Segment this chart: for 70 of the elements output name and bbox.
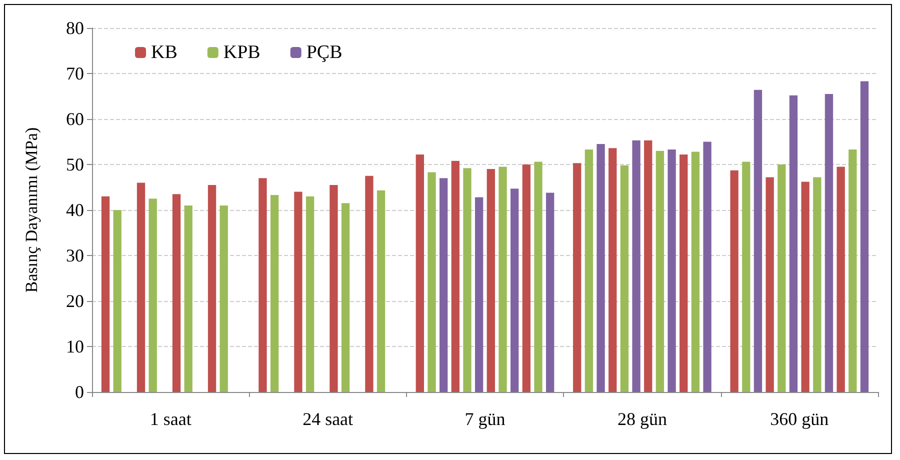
- bar: [148, 198, 157, 392]
- legend-label: PÇB: [306, 42, 342, 63]
- bar: [813, 177, 822, 392]
- y-tick-label: 70: [66, 64, 84, 84]
- bar: [644, 140, 652, 392]
- bar: [365, 176, 374, 392]
- bar: [113, 210, 122, 392]
- bar: [730, 170, 738, 392]
- bar: [824, 94, 834, 392]
- bar: [703, 142, 712, 392]
- bar: [184, 205, 192, 392]
- y-tick-label: 10: [66, 336, 84, 356]
- bar: [546, 192, 554, 392]
- bar: [172, 194, 181, 392]
- bar: [836, 166, 845, 392]
- bar: [789, 95, 798, 392]
- bar: [341, 203, 350, 392]
- y-axis-title: Basınç Dayanımı (MPa): [22, 127, 41, 293]
- bar: [801, 182, 810, 392]
- bar: [428, 172, 436, 392]
- bar: [608, 148, 617, 392]
- bar: [220, 205, 228, 392]
- bar: [498, 166, 507, 392]
- bar: [668, 149, 676, 392]
- y-tick-label: 80: [66, 18, 84, 38]
- bar: [573, 163, 582, 392]
- bar: [510, 188, 519, 392]
- bar: [742, 162, 750, 392]
- bar: [534, 162, 542, 392]
- bar: [416, 154, 424, 392]
- x-tick-label: 24 saat: [302, 409, 354, 429]
- bar: [848, 149, 857, 392]
- x-tick-label: 7 gün: [464, 409, 506, 429]
- bar: [691, 152, 700, 392]
- bar: [440, 178, 448, 392]
- bar: [306, 196, 314, 392]
- bar: [376, 190, 386, 392]
- bar: [208, 184, 216, 392]
- bar: [463, 168, 472, 392]
- y-tick-label: 0: [75, 382, 84, 402]
- bar: [778, 164, 786, 392]
- bar: [766, 177, 774, 392]
- bar: [522, 164, 530, 392]
- y-tick-label: 20: [66, 291, 84, 311]
- bar: [632, 140, 640, 392]
- bar: [101, 196, 110, 392]
- bar: [258, 178, 267, 392]
- bar: [656, 150, 664, 392]
- y-tick-label: 40: [66, 200, 84, 220]
- y-tick-label: 60: [66, 109, 84, 129]
- bar: [754, 90, 762, 392]
- bar: [596, 144, 605, 392]
- y-tick-label: 30: [66, 246, 84, 266]
- bar: [584, 149, 594, 392]
- bar: [270, 194, 279, 392]
- x-tick-label: 360 gün: [770, 409, 829, 429]
- x-tick-label: 28 gün: [617, 409, 667, 429]
- bar: [475, 197, 484, 392]
- bar: [860, 81, 869, 392]
- y-tick-label: 50: [66, 154, 84, 174]
- bar: [486, 169, 495, 392]
- bar: [451, 160, 460, 392]
- x-tick-label: 1 saat: [150, 409, 192, 429]
- legend-label: KB: [151, 42, 178, 63]
- bar: [680, 154, 688, 392]
- bar: [136, 182, 146, 392]
- bar: [330, 184, 338, 392]
- bar: [620, 165, 629, 392]
- legend-label: KPB: [223, 42, 260, 63]
- bar: [294, 192, 302, 392]
